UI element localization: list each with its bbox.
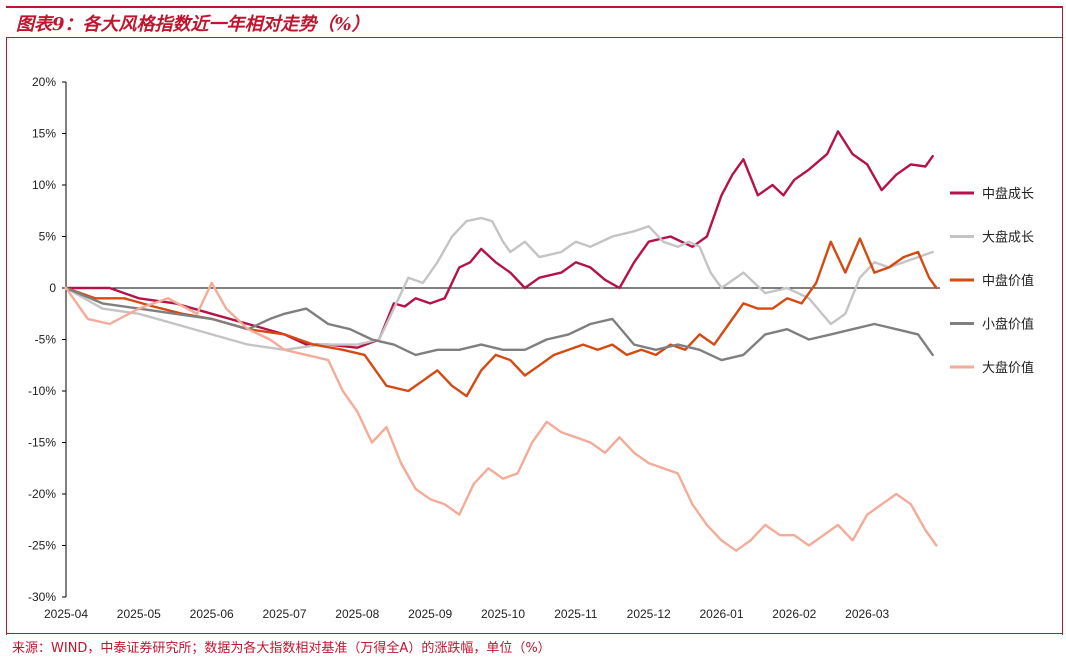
y-tick-label: -30% <box>28 590 56 604</box>
chart-axes: 20% 15% 10% 5% 0 -5% -10% -15% -20% -25% -30% 2025-… <box>28 75 940 621</box>
y-tick-label: -10% <box>28 384 56 398</box>
line-chart: 20% 15% 10% 5% 0 -5% -10% -15% -20% -25% -30% 2025-… <box>0 0 1066 662</box>
y-tick-label: 10% <box>32 178 56 192</box>
footer-divider <box>6 633 1062 634</box>
x-tick-label: 2025-05 <box>117 607 161 621</box>
x-tick-label: 2025-12 <box>627 607 671 621</box>
x-tick-label: 2025-06 <box>190 607 234 621</box>
y-tick-label: 15% <box>32 127 56 141</box>
legend-label: 大盘成长 <box>982 230 1034 246</box>
y-tick-label: -15% <box>28 436 56 450</box>
y-tick-label: 20% <box>32 75 56 89</box>
legend-label: 中盘成长 <box>982 186 1034 202</box>
series-line-5 <box>66 283 936 551</box>
y-tick-label: -5% <box>35 333 57 347</box>
y-tick-label: 5% <box>39 230 57 244</box>
legend-label: 大盘价值 <box>982 360 1034 376</box>
series-line-4 <box>66 288 933 360</box>
x-tick-label: 2025-10 <box>481 607 525 621</box>
x-tick-label: 2025-08 <box>335 607 379 621</box>
x-tick-label: 2025-07 <box>262 607 306 621</box>
series-line-2 <box>66 218 933 350</box>
x-tick-label: 2026-02 <box>772 607 816 621</box>
x-tick-label: 2026-03 <box>845 607 889 621</box>
y-tick-label: -20% <box>28 487 56 501</box>
y-tick-label: 0 <box>49 281 56 295</box>
x-tick-label: 2026-01 <box>699 607 743 621</box>
source-note: 来源：WIND，中泰证券研究所；数据为各大指数相对基准（万得全A）的涨跌幅，单位… <box>12 637 551 656</box>
chart-series <box>66 131 936 550</box>
x-tick-label: 2025-04 <box>44 607 88 621</box>
y-tick-label: -25% <box>28 539 56 553</box>
legend-label: 中盘价值 <box>982 273 1034 289</box>
x-tick-label: 2025-09 <box>408 607 452 621</box>
legend-label: 小盘价值 <box>982 317 1034 333</box>
x-tick-label: 2025-11 <box>554 607 597 621</box>
